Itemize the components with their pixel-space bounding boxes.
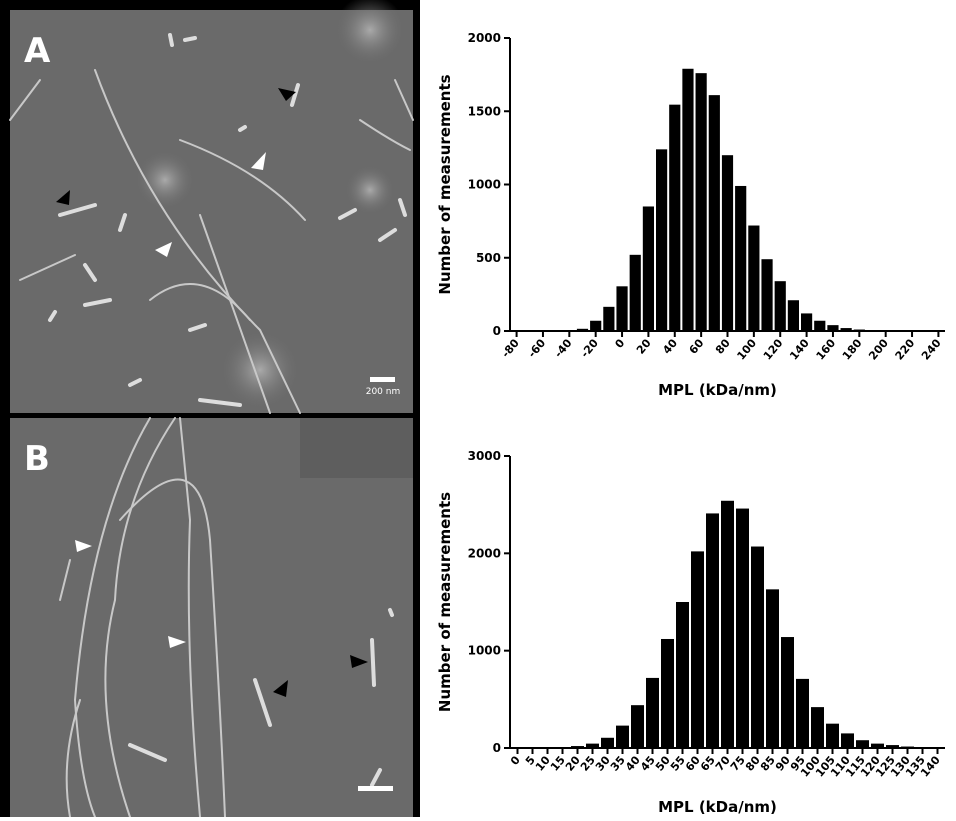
bar	[735, 186, 746, 331]
x-tick-label: -20	[578, 336, 601, 360]
x-tick-label: -40	[552, 336, 575, 360]
bar	[656, 149, 667, 331]
bar	[590, 321, 601, 331]
bar	[691, 551, 704, 748]
x-tick-label: 180	[840, 336, 865, 362]
bar	[603, 307, 614, 331]
bar	[630, 255, 641, 331]
micrograph-b: B	[10, 418, 413, 817]
bar	[706, 513, 719, 748]
y-axis-label: Number of measurements	[436, 492, 454, 712]
x-tick-label: 0	[508, 753, 523, 767]
bar	[781, 637, 794, 748]
scale-bar-label: 200 nm	[366, 387, 401, 397]
bar	[616, 726, 629, 748]
bar	[601, 738, 614, 748]
bar	[841, 733, 854, 748]
bar	[775, 281, 786, 331]
x-tick-label: 80	[713, 336, 733, 356]
x-tick-label: 60	[687, 336, 707, 356]
bar	[736, 509, 749, 748]
y-tick-label: 0	[493, 741, 501, 755]
x-axis-label: MPL (kDa/nm)	[658, 798, 777, 816]
x-tick-label: 20	[634, 336, 654, 356]
x-tick-label: 200	[866, 336, 891, 362]
y-tick-label: 500	[476, 251, 501, 265]
bar	[751, 547, 764, 748]
x-tick-label: 140	[787, 336, 812, 362]
y-tick-label: 0	[493, 324, 501, 338]
x-tick-label: 160	[814, 336, 839, 362]
bar	[721, 501, 734, 748]
y-tick-label: 2000	[468, 546, 501, 560]
bar	[661, 639, 674, 748]
x-tick-label: 100	[734, 336, 759, 362]
y-axis-label: Number of measurements	[436, 74, 454, 294]
bar	[766, 589, 779, 748]
bar	[696, 73, 707, 331]
y-tick-label: 1000	[468, 178, 501, 192]
panel-label: B	[24, 439, 50, 479]
y-tick-label: 1000	[468, 644, 501, 658]
y-tick-label: 2000	[468, 31, 501, 45]
x-tick-label: 240	[919, 336, 944, 362]
bar	[676, 602, 689, 748]
x-tick-label: 120	[761, 336, 786, 362]
x-tick-label: 0	[612, 336, 627, 350]
bar	[709, 95, 720, 331]
bar	[616, 286, 627, 331]
x-tick-label: -80	[499, 336, 522, 360]
bar	[796, 679, 809, 748]
bar	[788, 300, 799, 331]
bar	[801, 313, 812, 331]
x-tick-label: 220	[893, 336, 918, 362]
y-tick-label: 3000	[468, 449, 501, 463]
bar	[669, 105, 680, 331]
x-axis-label: MPL (kDa/nm)	[658, 381, 777, 399]
x-tick-label: -60	[526, 336, 549, 360]
bar	[748, 226, 759, 331]
bar	[826, 724, 839, 748]
y-tick-label: 1500	[468, 104, 501, 118]
bar	[761, 259, 772, 331]
bar	[814, 321, 825, 331]
x-tick-label: 40	[660, 336, 680, 356]
bar	[722, 155, 733, 331]
bar	[643, 206, 654, 331]
micrograph-a: 200 nm A	[10, 0, 413, 413]
bar	[631, 705, 644, 748]
bar	[811, 707, 824, 748]
bar	[856, 740, 869, 748]
bar	[682, 69, 693, 331]
bar	[646, 678, 659, 748]
panel-label: A	[24, 31, 51, 71]
